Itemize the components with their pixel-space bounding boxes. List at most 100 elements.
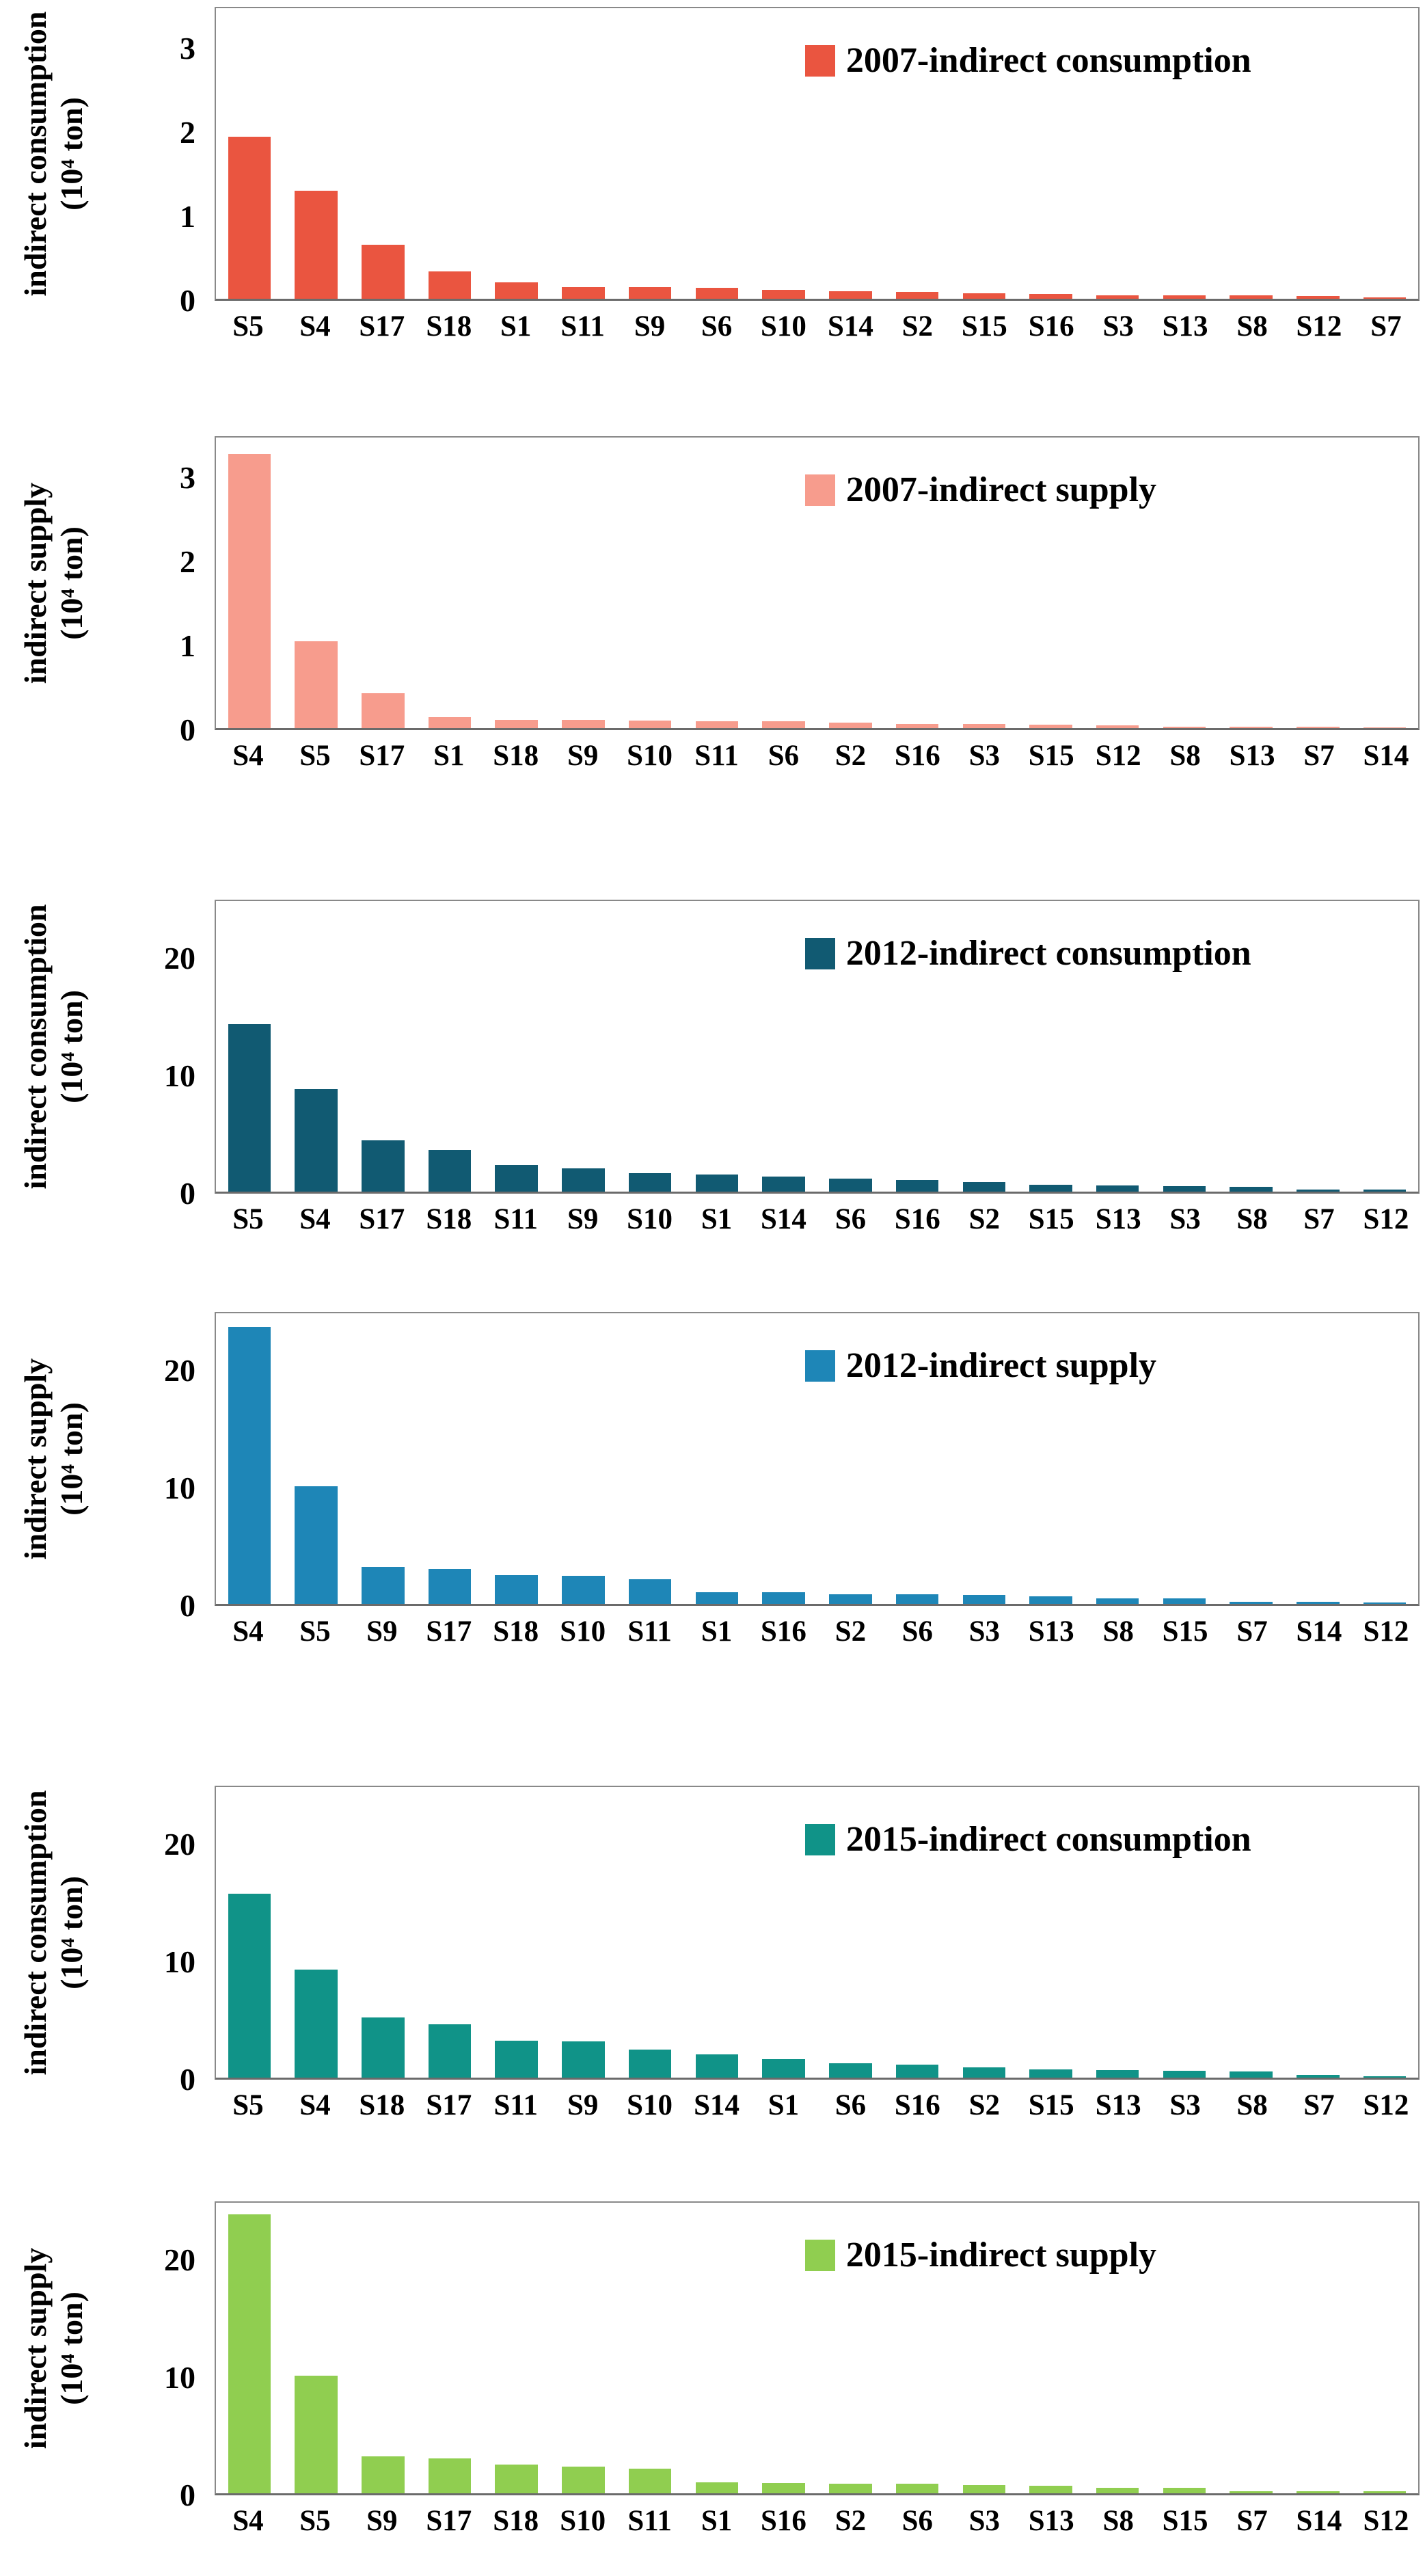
- bar: [295, 191, 338, 299]
- x-tick-label: S14: [1296, 1615, 1342, 1648]
- bar-series: [216, 8, 1418, 299]
- bar-slot: [283, 438, 350, 728]
- x-tick-label: S17: [426, 2505, 472, 2537]
- bar: [1230, 2491, 1273, 2493]
- bar-slot: [884, 1313, 951, 1604]
- bar: [1297, 2074, 1340, 2078]
- chart-panel: indirect consumption (10⁴ ton) 0 1 2 3 2007…: [3, 7, 1420, 354]
- bar-slot: [483, 8, 550, 299]
- x-tick-label: S7: [1303, 740, 1335, 772]
- y-axis-title-text: indirect supply: [18, 2247, 53, 2450]
- bar-slot: [216, 1313, 283, 1604]
- bar-slot: [817, 438, 884, 728]
- bar: [495, 2040, 538, 2078]
- bar: [1096, 295, 1139, 299]
- bar: [1029, 1596, 1072, 1604]
- bar-slot: [1018, 1313, 1085, 1604]
- bar-slot: [283, 1787, 350, 2078]
- x-tick-label: S8: [1102, 1615, 1134, 1648]
- bar: [1163, 2070, 1206, 2078]
- bar-slot: [550, 438, 617, 728]
- bar: [1029, 293, 1072, 299]
- bar-slot: [1285, 438, 1352, 728]
- x-tick-label: S7: [1236, 2505, 1268, 2537]
- x-tick-label: S2: [834, 740, 867, 772]
- x-tick-label: S12: [1363, 1203, 1409, 1235]
- x-tick-label: S14: [761, 1203, 806, 1235]
- bar: [428, 1149, 472, 1192]
- x-tick-label: S9: [567, 740, 599, 772]
- legend-label: 2007-indirect supply: [845, 470, 1157, 509]
- bar-slot: [416, 8, 483, 299]
- bar-series: [216, 1787, 1418, 2078]
- bar-slot: [349, 1313, 416, 1604]
- bar-slot: [616, 8, 683, 299]
- x-tick-label: S5: [299, 2505, 331, 2537]
- bar-slot: [750, 8, 817, 299]
- y-axis-title-text: indirect consumption: [18, 904, 53, 1190]
- bar: [628, 1579, 672, 1604]
- bar-slot: [416, 2203, 483, 2493]
- bar-series: [216, 1313, 1418, 1604]
- x-tick-label: S10: [627, 2089, 673, 2121]
- x-tick-label: S18: [493, 1615, 539, 1648]
- bar: [428, 1569, 472, 1604]
- bar: [1297, 1602, 1340, 1604]
- bar-slot: [1084, 8, 1151, 299]
- x-tick-label: S13: [1229, 740, 1275, 772]
- x-tick-label: S16: [894, 2089, 940, 2121]
- bar-slot: [550, 1787, 617, 2078]
- bar: [962, 723, 1006, 728]
- bar-slot: [283, 2203, 350, 2493]
- bar-slot: [951, 2203, 1018, 2493]
- y-axis-title-text: indirect supply: [18, 482, 53, 684]
- x-tick-label: S3: [968, 2505, 1000, 2537]
- bar: [962, 1595, 1006, 1604]
- y-axis-ticks: 0 1 2 3: [105, 436, 215, 746]
- bar: [295, 2376, 338, 2493]
- x-tick-label: S15: [1162, 1615, 1208, 1648]
- x-tick-label: S14: [1296, 2505, 1342, 2537]
- bar: [1029, 2069, 1072, 2078]
- y-tick-label: 0: [180, 1588, 195, 1623]
- bar: [495, 1164, 538, 1192]
- y-axis-title: indirect supply (10⁴ ton): [3, 2201, 105, 2495]
- bar-slot: [1218, 901, 1285, 1192]
- bar: [362, 2456, 405, 2493]
- x-tick-label: S12: [1095, 740, 1141, 772]
- bar-slot: [1151, 8, 1218, 299]
- x-axis-labels: S5 S4 S17 S18 S1 S11 S9 S6 S10 S14 S2 S15 S16 S3 S13 S8…: [215, 310, 1420, 354]
- bar-slot: [884, 1787, 951, 2078]
- plot-area: 2015-indirect supply: [215, 2201, 1420, 2495]
- bar-slot: [1285, 8, 1352, 299]
- x-tick-label: S16: [761, 1615, 806, 1648]
- y-tick-label: 10: [164, 1058, 195, 1093]
- x-axis-labels: S4 S5 S9 S17 S18 S10 S11 S1 S16 S2 S6 S3 S13 S8 S15 S7 S…: [215, 2505, 1420, 2549]
- x-tick-label: S4: [232, 740, 264, 772]
- legend-swatch: [804, 2240, 835, 2271]
- x-tick-label: S4: [299, 2089, 331, 2121]
- chart-panel: indirect consumption (10⁴ ton) 0 10 20 201…: [3, 900, 1420, 1247]
- y-axis-ticks: 0 10 20: [105, 2201, 215, 2511]
- x-tick-label: S3: [1102, 310, 1134, 343]
- bar: [495, 2464, 538, 2493]
- bar-slot: [483, 2203, 550, 2493]
- bar: [1029, 1184, 1072, 1192]
- bar-slot: [1351, 1313, 1418, 1604]
- x-tick-label: S3: [1169, 2089, 1201, 2121]
- x-tick-label: S1: [701, 2505, 733, 2537]
- bar-slot: [483, 901, 550, 1192]
- bar: [628, 287, 672, 299]
- bar-slot: [951, 1313, 1018, 1604]
- y-tick-label: 20: [164, 2242, 195, 2277]
- x-tick-label: S6: [834, 1203, 867, 1235]
- x-tick-label: S11: [560, 310, 605, 343]
- bar: [295, 1969, 338, 2078]
- bar: [829, 1594, 872, 1604]
- x-tick-label: S5: [232, 310, 264, 343]
- bar-slot: [750, 1787, 817, 2078]
- legend: 2012-indirect supply: [804, 1348, 1156, 1384]
- x-tick-label: S10: [627, 1203, 673, 1235]
- bar: [1163, 1185, 1206, 1192]
